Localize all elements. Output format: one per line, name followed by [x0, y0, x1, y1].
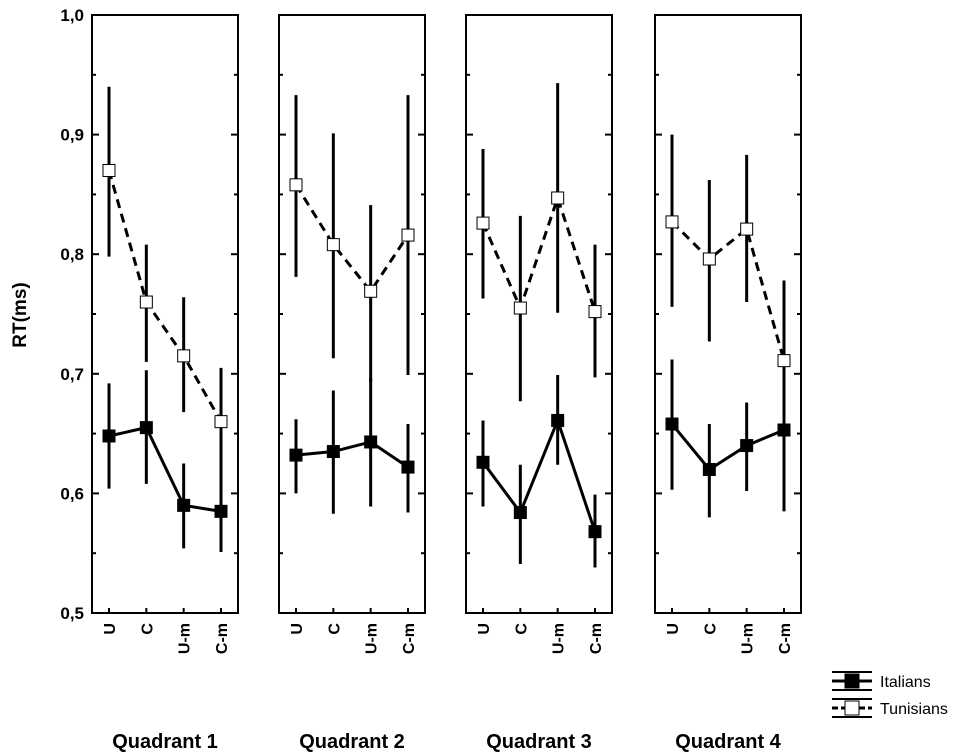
data-point [214, 415, 228, 429]
y-tick-label: 0,8 [60, 245, 84, 264]
data-point [364, 284, 378, 298]
x-tick-label: C [513, 623, 530, 635]
data-point [214, 504, 228, 518]
data-point [102, 429, 116, 443]
y-tick-label: 1,0 [60, 6, 84, 25]
x-tick-label: U [665, 623, 682, 635]
data-point [513, 506, 527, 520]
data-point [551, 191, 565, 205]
y-tick-label: 0,9 [60, 126, 84, 145]
panel-title: Quadrant 1 [112, 731, 218, 753]
data-point [401, 228, 415, 242]
x-tick-label: U [102, 623, 119, 635]
x-tick-label: C [326, 623, 343, 635]
y-tick-label: 0,5 [60, 604, 84, 623]
data-point [326, 238, 340, 252]
x-tick-label: C-m [777, 623, 794, 654]
data-point [289, 448, 303, 462]
series-italians [476, 374, 602, 568]
data-point [740, 222, 754, 236]
data-point [139, 421, 153, 435]
data-point [177, 498, 191, 512]
x-tick-label: U [289, 623, 306, 635]
data-point [513, 301, 527, 315]
series-line [108, 425, 222, 513]
series-line [294, 184, 410, 294]
y-axis-label: RT(ms) [10, 282, 31, 347]
data-point [665, 215, 679, 229]
data-point [588, 305, 602, 319]
series-tunisians [289, 95, 415, 383]
x-tick-label: U-m [177, 623, 194, 654]
series-tunisians [665, 134, 791, 446]
y-tick-label: 0,6 [60, 484, 84, 503]
data-point [289, 178, 303, 192]
legend-filled-square-icon [844, 673, 860, 689]
data-point [702, 462, 716, 476]
data-point [777, 354, 791, 368]
data-point [476, 455, 490, 469]
panel-frame [654, 14, 802, 614]
panel-frame [91, 14, 239, 614]
series-line [295, 440, 409, 469]
x-tick-label: C [702, 623, 719, 635]
x-tick-label: U-m [551, 623, 568, 654]
legend-label: Italians [880, 674, 931, 691]
series-line [481, 193, 597, 313]
legend-item-italians: Italians [832, 671, 931, 691]
panel-title: Quadrant 4 [675, 731, 781, 753]
data-point [177, 349, 191, 363]
data-point [364, 435, 378, 449]
series-line [107, 170, 223, 423]
x-tick-label: U-m [364, 623, 381, 654]
panel-title: Quadrant 2 [299, 731, 405, 753]
data-point [102, 163, 116, 177]
x-tick-label: U [476, 623, 493, 635]
data-point [401, 460, 415, 474]
series-line [481, 416, 597, 533]
data-point [740, 439, 754, 453]
panel-quadrant-3: U C U-m C-m Quadrant 3 [465, 14, 613, 753]
series-line [670, 423, 785, 472]
x-tick-label: U-m [740, 623, 757, 654]
panel-title: Quadrant 3 [486, 731, 592, 753]
series-italians [102, 370, 228, 553]
panel-quadrant-4: U C U-m C-m Quadrant 4 [654, 14, 802, 753]
data-point [551, 413, 565, 427]
data-point [326, 445, 340, 459]
legend-item-tunisians: Tunisians [832, 698, 948, 718]
data-point [139, 295, 153, 309]
series-line [670, 220, 786, 362]
data-point [476, 216, 490, 230]
x-tick-label: C-m [214, 623, 231, 654]
series-tunisians [102, 86, 228, 476]
legend-label: Tunisians [880, 701, 948, 718]
panel-quadrant-1: U C U-m C-m Quadrant 1 [91, 14, 239, 753]
data-point [588, 525, 602, 539]
series-italians [289, 377, 415, 514]
x-tick-label: C-m [588, 623, 605, 654]
y-tick-label: 0,7 [60, 365, 84, 384]
panel-quadrant-2: U C U-m C-m Quadrant 2 [278, 14, 426, 753]
legend: Italians Tunisians [832, 671, 948, 718]
x-tick-label: C [139, 623, 156, 635]
data-point [702, 252, 716, 266]
data-point [665, 417, 679, 431]
plot-layer: 0,5 0,6 0,7 0,8 0,9 1,0 U C U-m C-m Quadrant 1 U C U-… [60, 6, 802, 753]
series-tunisians [476, 83, 602, 402]
panel-frame [278, 14, 426, 614]
series-italians [665, 348, 791, 518]
x-tick-label: C-m [401, 623, 418, 654]
legend-open-square-icon [844, 700, 860, 716]
